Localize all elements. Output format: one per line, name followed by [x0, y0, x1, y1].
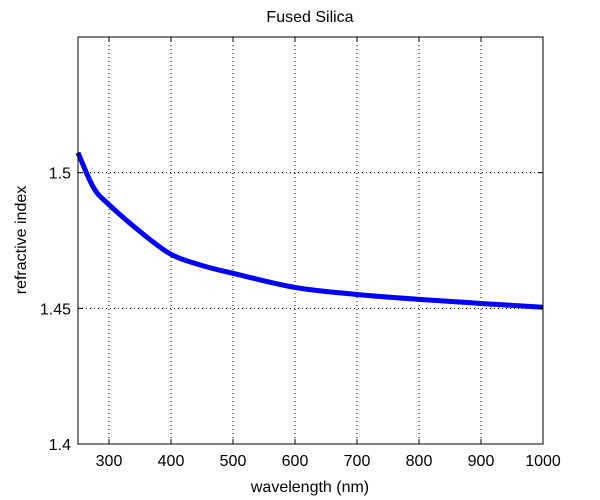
x-tick-label: 1000 [525, 453, 561, 470]
y-axis-label: refractive index [13, 186, 30, 295]
chart-title: Fused Silica [266, 9, 353, 26]
refractive-index-curve [75, 151, 544, 310]
x-tick-label: 800 [406, 453, 433, 470]
y-tick-label: 1.5 [49, 166, 71, 183]
x-tick-label: 700 [344, 453, 371, 470]
y-tick-label: 1.45 [40, 301, 71, 318]
x-tick-label: 300 [96, 453, 123, 470]
x-axis-label: wavelength (nm) [250, 479, 369, 496]
axis-ticks: 300 400 500 600 700 800 900 1000 1.4 1.45 1.5 [40, 37, 561, 470]
grid-lines [78, 37, 543, 444]
y-tick-label: 1.4 [49, 437, 71, 454]
x-tick-label: 900 [468, 453, 495, 470]
data-series [75, 151, 544, 310]
x-tick-label: 500 [220, 453, 247, 470]
plot-area-frame [77, 36, 544, 445]
x-tick-label: 600 [282, 453, 309, 470]
x-tick-label: 400 [158, 453, 185, 470]
